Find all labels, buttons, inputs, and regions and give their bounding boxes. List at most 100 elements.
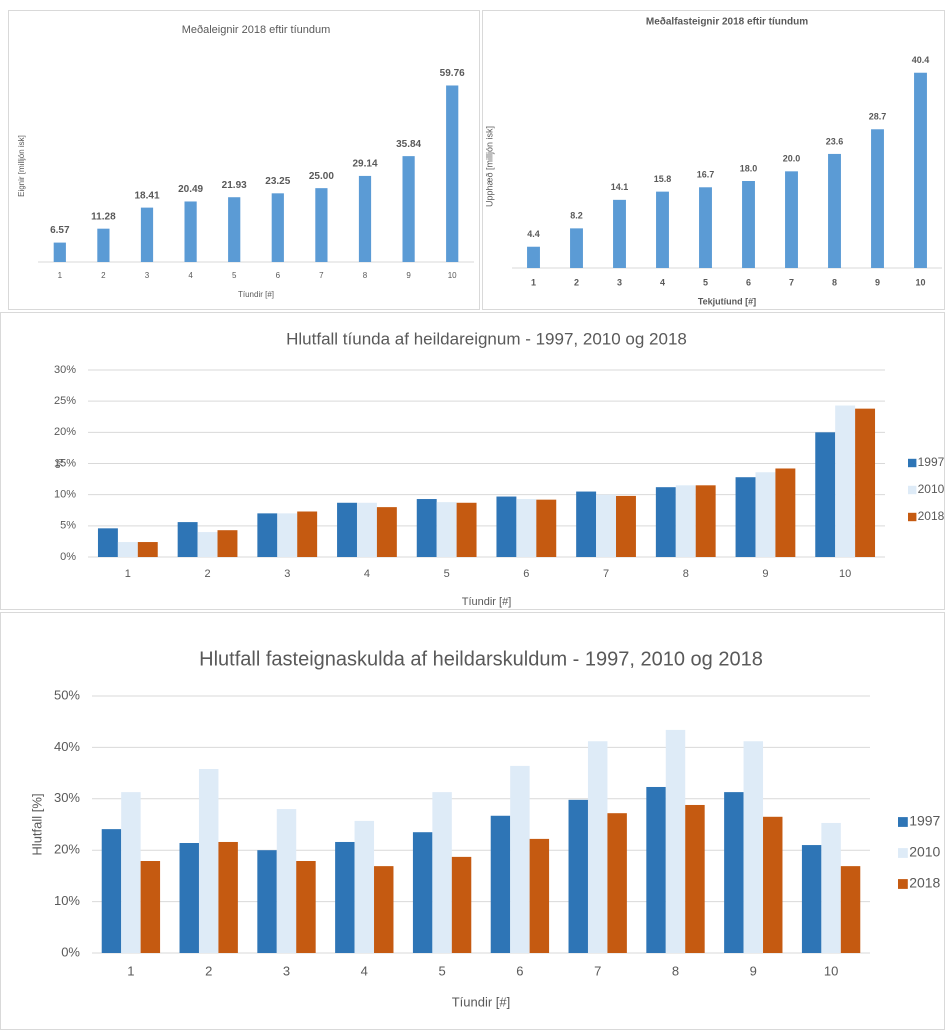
value-label: 20.49 [178,184,203,195]
x-tick-label: 9 [875,277,880,287]
value-label: 8.2 [570,211,583,221]
y-tick-label: 15% [54,457,76,469]
bar [296,860,316,953]
bar [257,513,278,557]
bar [228,197,241,262]
bar [197,532,218,557]
x-tick-label: 2 [204,568,210,580]
x-tick-label: 3 [617,277,622,287]
bar [335,841,355,953]
bar [53,242,66,262]
y-tick-label: 25% [54,395,76,407]
value-label: 59.76 [440,68,465,79]
bar [596,494,617,557]
x-tick-label: 6 [276,271,281,280]
bar [801,845,822,953]
x-tick-label: 9 [750,963,757,978]
bar [177,522,198,557]
y-tick-label: 50% [54,687,80,702]
chart-title: Hlutfall fasteignaskulda af heildarskuld… [199,648,763,670]
bar [840,866,861,953]
x-tick-label: 8 [363,271,368,280]
bar [775,468,796,557]
bar [315,188,328,262]
value-label: 29.14 [352,159,377,170]
bar [432,792,452,953]
legend-label: 2010 [909,844,940,860]
value-label: 28.7 [869,112,887,122]
bar [446,85,459,263]
x-tick-label: 2 [574,277,579,287]
chart: Hlutfall tíunda af heildareignum - 1997,… [0,312,945,610]
bar [218,841,238,953]
legend-swatch [898,817,908,827]
x-tick-label: 8 [672,963,679,978]
bar [616,495,636,557]
bar [527,246,540,268]
value-label: 25.00 [309,171,334,182]
bar [529,838,550,953]
legend-label: 1997 [918,455,945,469]
x-tick-label: 5 [232,271,237,280]
bar [665,729,686,953]
bar [117,542,138,557]
bar [568,799,588,953]
x-tick-label: 1 [127,963,134,978]
y-axis-label: Eignir [milljón isk] [17,135,26,197]
y-tick-label: 20% [54,842,80,857]
bar [402,156,415,262]
value-label: 35.84 [396,139,421,150]
chart-border [0,612,945,1030]
legend-swatch [908,512,917,522]
x-tick-label: 4 [364,568,370,580]
bar [607,813,627,953]
bar [724,792,744,953]
x-tick-label: 8 [683,568,689,580]
x-tick-label: 4 [188,271,193,280]
x-tick-label: 10 [915,277,925,287]
bar [735,477,756,557]
bar [184,201,197,262]
bar [871,129,884,268]
bar [587,741,608,953]
y-tick-label: 0% [61,944,80,959]
bar [356,502,377,557]
bar [536,499,557,557]
bar [451,856,472,953]
bar [412,832,433,953]
bar [137,542,158,557]
legend-swatch [898,879,908,889]
bar [763,816,783,953]
x-tick-label: 5 [444,568,450,580]
x-tick-label: 4 [660,277,665,287]
bar [97,528,118,557]
bar [376,507,397,557]
bar [699,187,712,268]
bar [456,502,477,557]
bar [646,786,666,953]
bar [297,511,318,557]
y-tick-label: 10% [54,489,76,501]
x-tick-label: 3 [283,963,290,978]
x-tick-label: 3 [284,568,290,580]
chart: Meðalfasteignir 2018 eftir tíundum Upphæð… [482,10,945,310]
chart-title: Meðaleignir 2018 eftir tíundum [182,24,331,36]
x-tick-label: 3 [145,271,150,280]
bar [416,499,437,557]
bar [358,175,372,262]
legend-label: 2018 [918,509,945,523]
bar [140,860,161,953]
bar [271,193,284,262]
value-label: 15.8 [654,174,672,184]
x-tick-label: 6 [746,277,751,287]
value-label: 18.0 [740,163,758,173]
bar [276,809,297,953]
bar [140,207,154,262]
bar [821,822,841,953]
x-tick-label: 6 [516,963,523,978]
value-label: 11.28 [91,211,116,222]
bar [656,191,669,268]
legend-label: 2018 [909,875,940,891]
value-label: 23.25 [265,176,290,187]
value-label: 21.93 [222,180,247,191]
